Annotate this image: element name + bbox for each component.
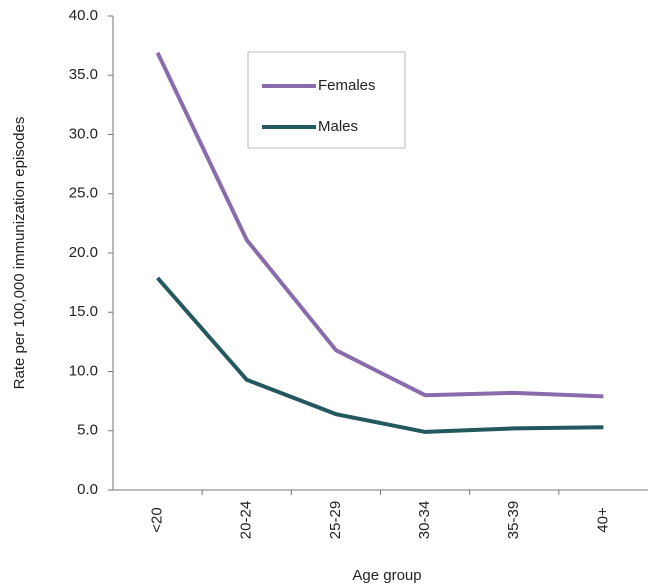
y-tick-label: 15.0 [69, 303, 98, 320]
data-line [155, 51, 604, 399]
legend-label: Females [318, 77, 376, 94]
y-tick-label: 25.0 [69, 185, 98, 202]
y-tick-label: 0.0 [77, 481, 98, 498]
legend-box [247, 51, 406, 149]
x-axis-label: Age group [352, 567, 421, 584]
x-tick-label: 20-24 [238, 501, 255, 539]
x-tick-label: 40+ [594, 507, 611, 533]
y-tick-label: 35.0 [69, 66, 98, 83]
x-tick-label: <20 [149, 507, 166, 532]
y-tick-label: 30.0 [69, 125, 98, 142]
y-axis-label: Rate per 100,000 immunization episodes [11, 117, 28, 390]
y-tick-label: 5.0 [77, 422, 98, 439]
y-tick-label: 20.0 [69, 244, 98, 261]
y-tick-label: 10.0 [69, 362, 98, 379]
y-tick-label: 40.0 [69, 7, 98, 24]
legend-label: Males [318, 118, 358, 135]
x-tick-label: 30-34 [416, 501, 433, 539]
x-tick-label: 25-29 [327, 501, 344, 539]
data-line [156, 276, 604, 434]
x-tick-label: 35-39 [505, 501, 522, 539]
